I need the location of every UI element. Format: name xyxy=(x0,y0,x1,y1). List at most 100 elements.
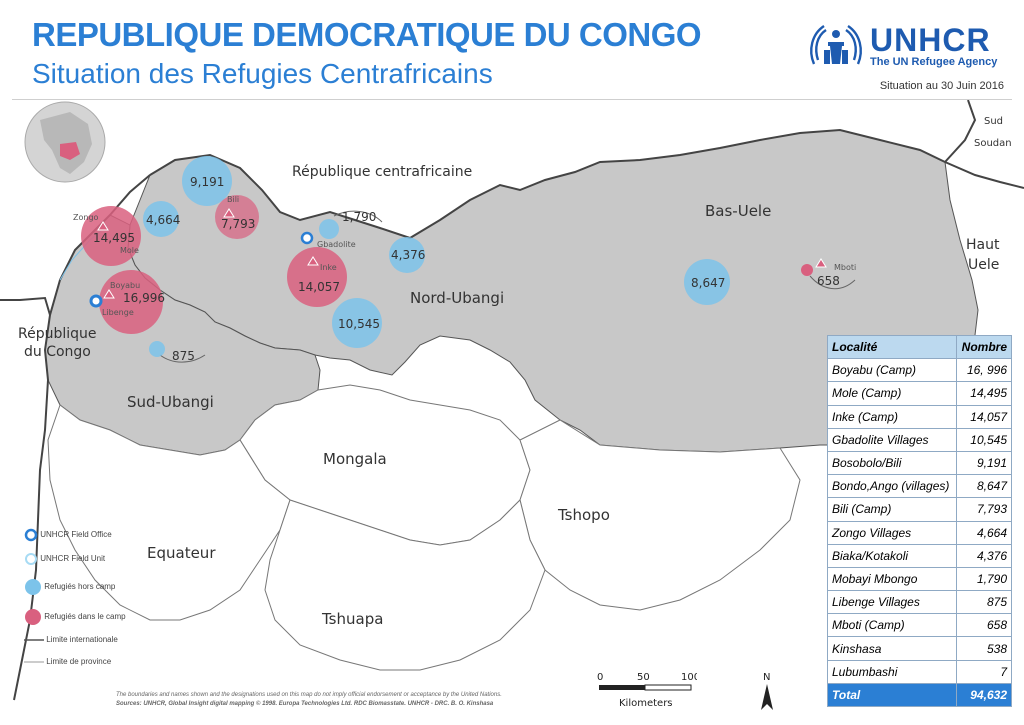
value-9191: 9,191 xyxy=(190,175,224,189)
circle-4664[interactable] xyxy=(143,201,179,237)
table-row: Inke (Camp) 14,057 xyxy=(827,404,1013,429)
site-mole: Mole xyxy=(120,246,139,255)
value-1790: 1,790 xyxy=(342,210,376,224)
sites-outside-camp xyxy=(143,156,730,357)
table-row: Kinshasa 538 xyxy=(827,636,1013,661)
cell-localite: Kinshasa xyxy=(827,636,957,661)
label-sud-soudan-2: Soudan xyxy=(974,138,1012,149)
legend-field-office-label: UNHCR Field Office xyxy=(40,530,112,540)
field-unit-icon-gbadolite[interactable] xyxy=(300,231,314,245)
disclaimer-text: The boundaries and names shown and the d… xyxy=(116,692,502,698)
tent-icon-boyabu xyxy=(103,289,115,299)
tent-icon-mole xyxy=(97,221,109,231)
refugee-map[interactable]: République centrafricaine Bas-Uele Nord-… xyxy=(0,100,1024,725)
label-bas-uele: Bas-Uele xyxy=(705,202,771,220)
site-mboti: Mboti xyxy=(834,263,856,272)
cell-localite: Bondo,Ango (villages) xyxy=(827,474,957,499)
scale-tick-0: 0 xyxy=(597,672,603,683)
map-sources: The boundaries and names shown and the d… xyxy=(116,691,586,709)
table-row: Bosobolo/Bili 9,191 xyxy=(827,450,1013,476)
table-row: Libenge Villages 875 xyxy=(827,590,1013,615)
cell-localite: Mobayi Mbongo xyxy=(827,566,957,592)
total-label: Total xyxy=(827,682,957,708)
situation-date: Situation au 30 Juin 2016 xyxy=(879,80,1004,92)
table-header-nombre: Nombre xyxy=(955,334,1013,360)
credits-text: Sources: UNHCR, Global Insight digital m… xyxy=(116,701,494,707)
cell-nombre: 538 xyxy=(955,636,1013,661)
sites-in-camp xyxy=(81,195,813,334)
circle-1790[interactable] xyxy=(319,219,339,239)
label-rep-congo-1: République xyxy=(18,326,97,342)
cell-localite: Gbadolite Villages xyxy=(827,427,957,452)
circle-7793[interactable] xyxy=(215,195,259,239)
cell-localite: Libenge Villages xyxy=(827,590,957,615)
cell-nombre: 4,664 xyxy=(955,520,1013,545)
circle-9191[interactable] xyxy=(182,156,232,206)
unhcr-logo: UNHCR The UN Refugee Agency xyxy=(806,20,1006,72)
circle-875[interactable] xyxy=(149,341,165,357)
site-zongo: Zongo xyxy=(73,213,99,222)
cell-localite: Lubumbashi xyxy=(827,659,957,684)
circle-14495[interactable] xyxy=(81,206,141,266)
north-arrow-icon: N xyxy=(761,672,773,710)
table-row: Boyabu (Camp) 16, 996 xyxy=(827,358,1013,383)
label-sud-ubangi: Sud-Ubangi xyxy=(127,393,214,411)
table-row: Gbadolite Villages 10,545 xyxy=(827,427,1013,452)
cell-nombre: 9,191 xyxy=(955,450,1013,476)
legend-prov-boundary-label: Limite de province xyxy=(46,657,112,666)
legend-outside-camp: Refugiés hors camp xyxy=(24,578,115,596)
table-row: Bondo,Ango (villages) 8,647 xyxy=(827,474,1013,499)
cell-nombre: 10,545 xyxy=(955,427,1013,452)
cell-nombre: 14,057 xyxy=(955,404,1013,429)
cell-nombre: 658 xyxy=(955,613,1013,638)
cell-nombre: 875 xyxy=(955,590,1013,615)
pink-circle-icon xyxy=(25,609,41,625)
field-office-icon-libenge[interactable] xyxy=(89,294,103,308)
cell-nombre: 4,376 xyxy=(955,543,1013,568)
unhcr-wordmark: UNHCR xyxy=(870,22,991,58)
legend-field-unit-label: UNHCR Field Unit xyxy=(40,554,106,564)
value-8647: 8,647 xyxy=(691,276,725,290)
site-boyabu: Boyabu xyxy=(110,281,140,290)
cell-nombre: 8,647 xyxy=(955,474,1013,499)
label-sud-soudan-1: Sud xyxy=(984,116,1003,127)
province-tshuapa xyxy=(264,499,546,671)
label-nord-ubangi: Nord-Ubangi xyxy=(410,289,504,307)
field-office-icon xyxy=(24,528,38,542)
unhcr-tagline: The UN Refugee Agency xyxy=(870,56,998,68)
value-4664: 4,664 xyxy=(146,213,180,227)
north-label: N xyxy=(763,672,770,683)
circle-10545[interactable] xyxy=(332,298,382,348)
label-tshuapa: Tshuapa xyxy=(321,610,383,628)
table-row: Biaka/Kotakoli 4,376 xyxy=(827,543,1013,568)
table-header-localite: Localité xyxy=(827,334,957,360)
cell-localite: Boyabu (Camp) xyxy=(827,358,957,383)
table-row: Zongo Villages 4,664 xyxy=(827,520,1013,545)
value-658: 658 xyxy=(817,274,840,288)
intl-boundary-sudan xyxy=(944,100,977,163)
label-mongala: Mongala xyxy=(323,450,387,468)
circle-8647[interactable] xyxy=(684,259,730,305)
value-4376: 4,376 xyxy=(391,248,425,262)
total-value: 94,632 xyxy=(955,682,1013,708)
legend-intl-boundary-label: Limite internationale xyxy=(46,635,118,644)
cell-localite: Mole (Camp) xyxy=(827,381,957,406)
value-16996: 16,996 xyxy=(123,291,165,305)
refugee-table: Localité Nombre Boyabu (Camp) 16, 996 Mol… xyxy=(827,334,1013,708)
scale-tick-50: 50 xyxy=(637,672,650,683)
circle-16996[interactable] xyxy=(99,270,163,334)
cell-nombre: 14,495 xyxy=(955,381,1013,406)
table-row: Mboti (Camp) 658 xyxy=(827,613,1013,638)
label-equateur: Equateur xyxy=(147,544,216,562)
table-row: Bili (Camp) 7,793 xyxy=(827,497,1013,522)
cell-localite: Biaka/Kotakoli xyxy=(827,543,957,568)
circle-14057[interactable] xyxy=(287,247,347,307)
label-car: République centrafricaine xyxy=(292,164,472,180)
circle-4376[interactable] xyxy=(389,237,425,273)
value-7793: 7,793 xyxy=(221,217,255,231)
legend-outside-camp-label: Refugiés hors camp xyxy=(44,582,116,592)
intl-boundary-north xyxy=(149,128,1024,240)
value-875: 875 xyxy=(172,349,195,363)
cell-localite: Bili (Camp) xyxy=(827,497,957,522)
circle-658[interactable] xyxy=(801,264,813,276)
